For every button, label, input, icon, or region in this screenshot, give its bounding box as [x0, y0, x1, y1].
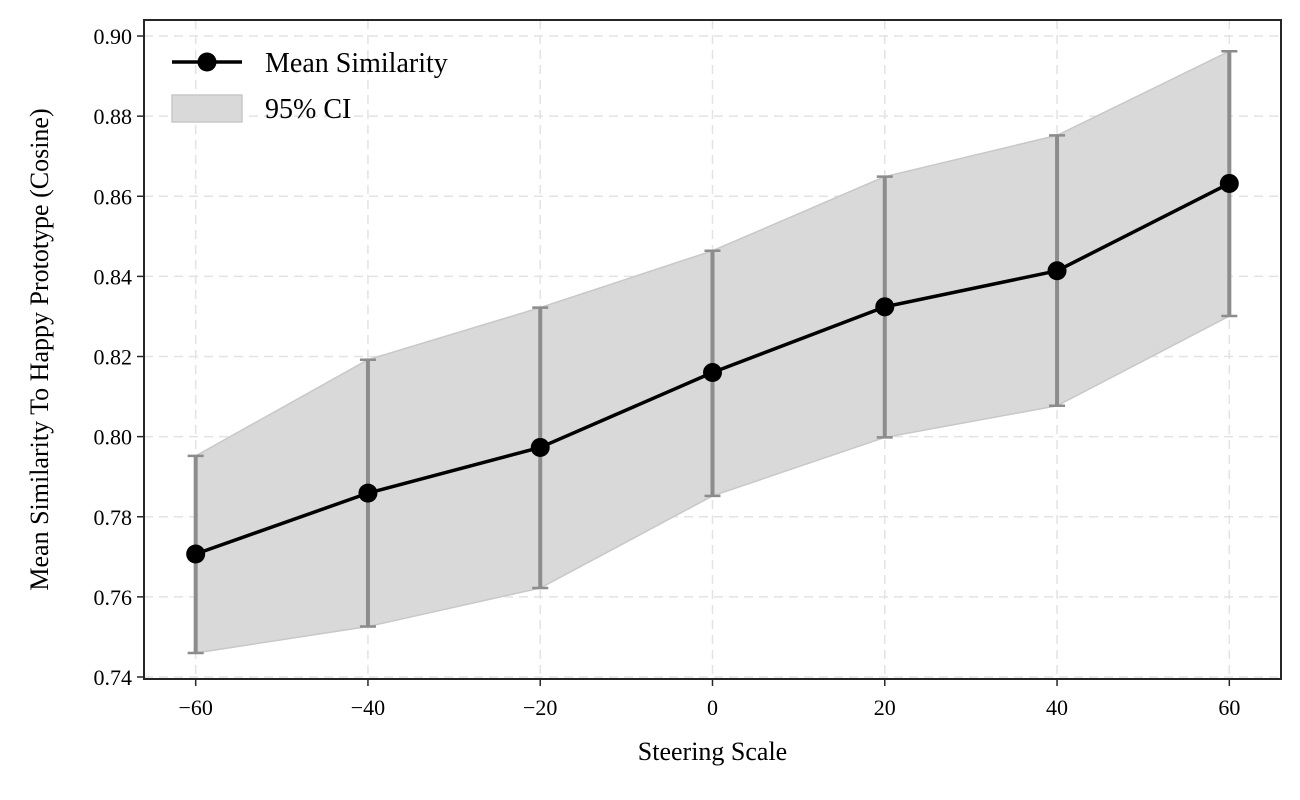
x-axis-label: Steering Scale	[638, 737, 787, 766]
data-point	[530, 437, 550, 457]
x-tick-label: −20	[523, 695, 557, 720]
legend: Mean Similarity 95% CI	[171, 48, 448, 125]
data-point	[1219, 173, 1239, 193]
legend-marker-swatch	[197, 52, 217, 72]
x-tick-label: −60	[178, 695, 212, 720]
data-point	[703, 363, 722, 383]
y-axis-label: Mean Similarity To Happy Prototype (Cosi…	[25, 108, 54, 590]
y-tick-label: 0.82	[94, 345, 133, 370]
x-tick-label: 0	[707, 695, 718, 720]
y-tick-label: 0.88	[94, 104, 133, 129]
data-point	[358, 483, 378, 503]
y-tick-label: 0.90	[94, 24, 133, 49]
y-tick-label: 0.78	[94, 505, 133, 530]
y-tick-label: 0.80	[94, 425, 133, 450]
y-tick-label: 0.84	[94, 264, 133, 289]
legend-band-swatch	[171, 94, 243, 123]
legend-label-band: 95% CI	[265, 94, 351, 125]
data-point	[1047, 261, 1067, 281]
x-tick-label: 60	[1218, 695, 1240, 720]
x-tick-label: −40	[351, 695, 385, 720]
x-tick-label: 20	[874, 695, 896, 720]
legend-label-series: Mean Similarity	[265, 48, 448, 79]
axes: −60 −40 −20 0 20 40 60 0.74 0.76 0.78 0.80 0.82 0.84…	[25, 19, 1282, 766]
y-tick-label: 0.74	[94, 665, 133, 690]
y-tick-label: 0.86	[94, 184, 133, 209]
data-point	[186, 544, 206, 564]
x-tick-label: 40	[1046, 695, 1068, 720]
data-point	[875, 297, 895, 317]
series-layer	[186, 173, 1239, 564]
y-tick-label: 0.76	[94, 585, 133, 610]
